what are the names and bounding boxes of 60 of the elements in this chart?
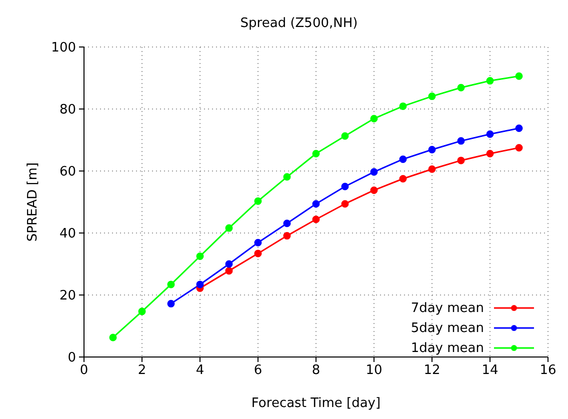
point [457, 137, 465, 145]
x-tick-label: 8 [312, 363, 320, 378]
point [109, 334, 117, 342]
y-tick-label: 100 [51, 40, 76, 56]
point [254, 250, 262, 258]
point [399, 175, 407, 182]
point [457, 84, 465, 92]
point [196, 280, 204, 288]
legend-label: 1day mean [410, 340, 484, 356]
point [428, 92, 436, 100]
point [486, 77, 494, 85]
point [283, 173, 291, 181]
point [486, 150, 494, 158]
point [370, 168, 378, 176]
point [283, 232, 291, 240]
point [138, 308, 146, 316]
y-axis-title: SPREAD [m] [26, 162, 41, 242]
legend-label: 5day mean [410, 320, 484, 336]
point [225, 224, 233, 232]
point [341, 200, 349, 208]
x-tick-label: 16 [540, 363, 556, 378]
x-tick-label: 14 [482, 363, 498, 378]
x-tick-label: 12 [424, 363, 440, 378]
point [399, 155, 407, 163]
y-tick-label: 20 [59, 288, 76, 304]
point [370, 114, 378, 122]
point [196, 252, 204, 260]
x-tick-label: 10 [366, 363, 382, 378]
y-tick-label: 0 [68, 350, 76, 366]
y-tick-label: 60 [59, 164, 76, 180]
point [457, 156, 465, 164]
point [225, 267, 233, 275]
x-tick-label: 0 [80, 363, 88, 378]
point [254, 197, 262, 205]
point [167, 280, 175, 288]
point [428, 146, 436, 154]
point [312, 200, 320, 208]
x-tick-label: 2 [138, 363, 146, 378]
point [312, 216, 320, 224]
y-tick-label: 40 [59, 226, 76, 242]
x-tick-label: 6 [254, 363, 262, 378]
point [341, 132, 349, 140]
point [341, 182, 349, 190]
point [486, 130, 494, 138]
point [312, 150, 320, 158]
point [283, 220, 291, 228]
point [515, 72, 523, 80]
point [399, 102, 407, 110]
point [167, 300, 175, 308]
point [515, 144, 523, 152]
chart-title: Spread (Z500,NH) [239, 16, 359, 31]
point [515, 124, 523, 132]
x-axis-title: Forecast Time [day] [251, 396, 381, 411]
point [370, 186, 378, 194]
point [254, 238, 262, 246]
y-tick-label: 80 [59, 102, 76, 118]
legend-label: 7day mean [410, 300, 484, 316]
point [225, 260, 233, 268]
point [428, 165, 436, 173]
x-tick-label: 4 [196, 363, 204, 378]
